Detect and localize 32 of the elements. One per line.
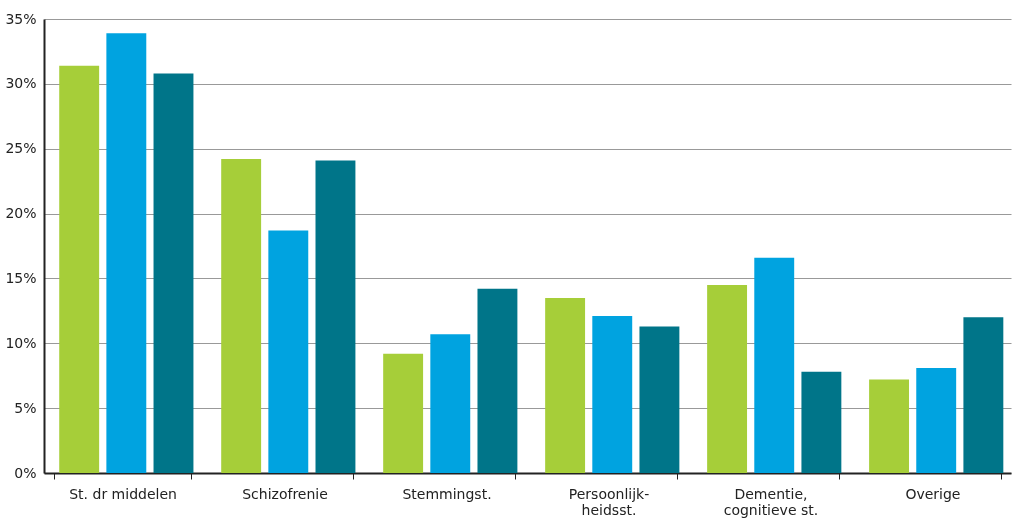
bar bbox=[801, 371, 842, 473]
bar bbox=[153, 73, 194, 473]
x-tick-label: St. dr middelen bbox=[69, 485, 177, 502]
bar bbox=[963, 317, 1004, 473]
x-tick-label: Overige bbox=[905, 485, 961, 502]
x-tick-label: Dementie, cognitieve st. bbox=[723, 485, 819, 518]
bar bbox=[106, 33, 147, 473]
x-tick-label: Stemmingst. bbox=[402, 485, 492, 502]
bar bbox=[707, 284, 748, 473]
bar bbox=[639, 326, 680, 473]
bar bbox=[221, 159, 262, 473]
y-tick-label: 0% bbox=[14, 464, 37, 481]
bar bbox=[754, 257, 795, 473]
bar bbox=[430, 334, 471, 473]
bar bbox=[592, 316, 633, 473]
bar bbox=[268, 230, 309, 473]
y-tick-label: 20% bbox=[5, 205, 37, 222]
x-tick-label: Persoonlijk- heidsst. bbox=[568, 485, 650, 518]
x-tick-label: Schizofrenie bbox=[242, 485, 328, 502]
bar bbox=[383, 353, 424, 473]
bar bbox=[315, 160, 356, 473]
bar bbox=[545, 297, 586, 473]
bar bbox=[869, 379, 910, 473]
y-tick-label: 35% bbox=[5, 10, 37, 27]
y-tick-label: 5% bbox=[14, 399, 37, 416]
bar bbox=[477, 288, 518, 473]
y-tick-label: 10% bbox=[5, 334, 37, 351]
y-tick-label: 30% bbox=[5, 75, 37, 92]
bar bbox=[59, 65, 100, 473]
y-tick-label: 25% bbox=[5, 140, 37, 157]
y-tick-label: 15% bbox=[5, 269, 37, 286]
bar bbox=[916, 367, 957, 473]
